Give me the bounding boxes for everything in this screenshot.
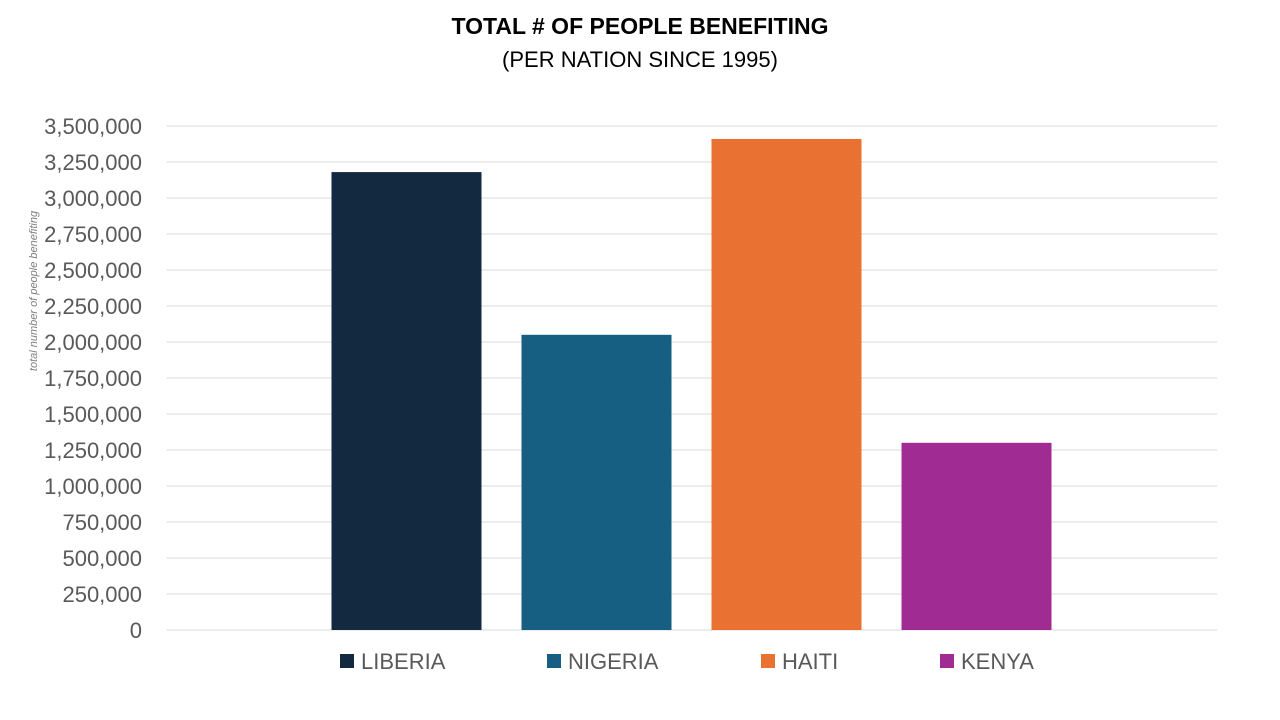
y-tick-label: 500,000 xyxy=(62,546,142,571)
chart-title: TOTAL # OF PEOPLE BENEFITING xyxy=(452,13,829,39)
y-tick-label: 1,250,000 xyxy=(44,438,142,463)
y-tick-label: 750,000 xyxy=(62,510,142,535)
legend-swatch-nigeria xyxy=(547,654,561,668)
chart-subtitle: (PER NATION SINCE 1995) xyxy=(502,47,778,72)
y-tick-label: 2,750,000 xyxy=(44,222,142,247)
y-tick-label: 2,500,000 xyxy=(44,258,142,283)
bar-kenya xyxy=(901,442,1052,630)
y-tick-label: 2,250,000 xyxy=(44,294,142,319)
bars xyxy=(331,138,1052,630)
legend-label-liberia: LIBERIA xyxy=(361,649,446,674)
y-tick-label: 2,000,000 xyxy=(44,330,142,355)
legend-swatch-kenya xyxy=(940,654,954,668)
y-tick-label: 3,250,000 xyxy=(44,150,142,175)
bar-liberia xyxy=(331,172,482,630)
y-tick-label: 0 xyxy=(130,618,142,643)
bar-haiti xyxy=(711,138,862,630)
legend-label-kenya: KENYA xyxy=(961,649,1034,674)
legend-label-nigeria: NIGERIA xyxy=(568,649,659,674)
y-axis-label: total number of people benefiting xyxy=(28,210,40,371)
legend-swatch-liberia xyxy=(340,654,354,668)
legend: LIBERIA NIGERIA HAITI KENYA xyxy=(340,649,1034,674)
y-tick-label: 3,500,000 xyxy=(44,114,142,139)
y-tick-label: 1,750,000 xyxy=(44,366,142,391)
legend-label-haiti: HAITI xyxy=(782,649,838,674)
y-axis-ticks: 0 250,000 500,000 750,000 1,000,000 1,250,000… xyxy=(44,114,142,643)
y-tick-label: 250,000 xyxy=(62,582,142,607)
legend-swatch-haiti xyxy=(761,654,775,668)
y-tick-label: 3,000,000 xyxy=(44,186,142,211)
y-tick-label: 1,500,000 xyxy=(44,402,142,427)
y-tick-label: 1,000,000 xyxy=(44,474,142,499)
gridlines xyxy=(166,125,1217,631)
bar-nigeria xyxy=(521,334,672,630)
